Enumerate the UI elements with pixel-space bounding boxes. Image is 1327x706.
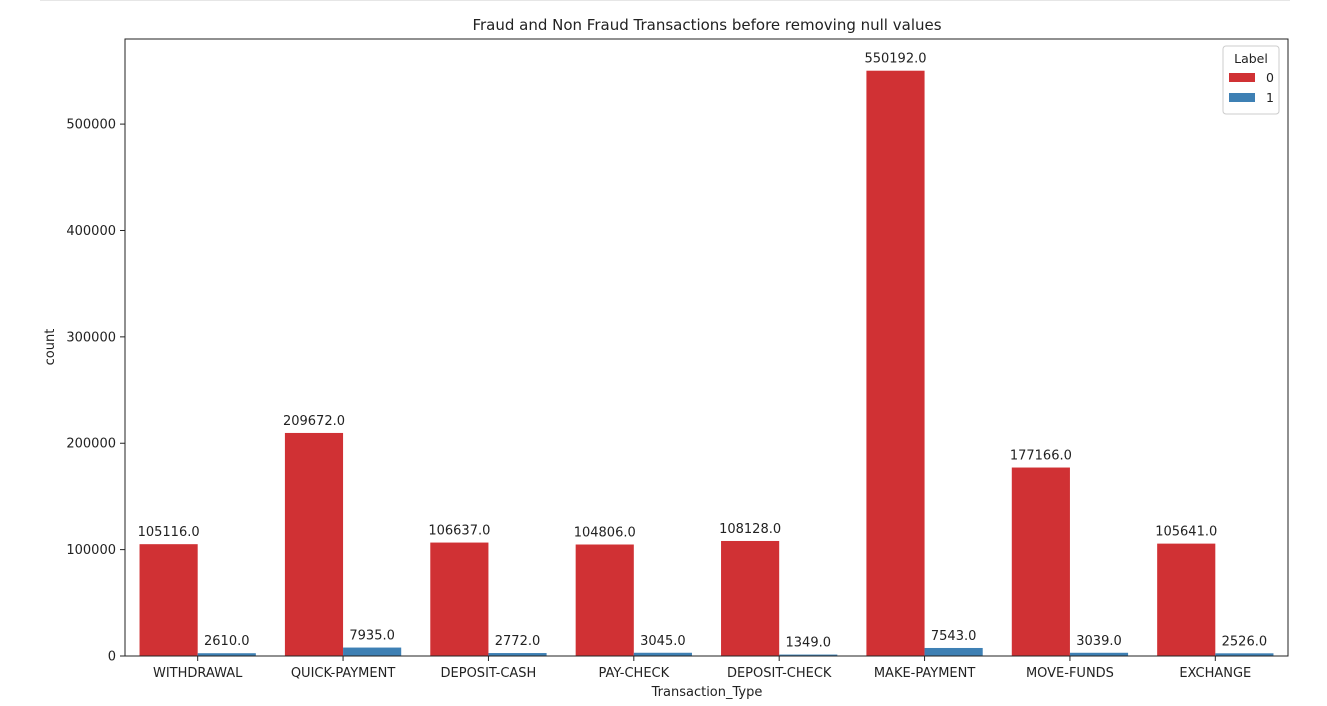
bar-exchange-label-0 — [1157, 543, 1216, 656]
x-tick-label: MOVE-FUNDS — [1026, 666, 1114, 681]
x-tick-label: WITHDRAWAL — [153, 666, 243, 681]
data-label-deposit-cash-label-0: 106637.0 — [428, 524, 490, 539]
x-tick-label: EXCHANGE — [1179, 666, 1251, 681]
bar-deposit-cash-label-0 — [430, 542, 489, 656]
bar-withdrawal-label-0 — [139, 544, 198, 656]
data-label-pay-check-label-0: 104806.0 — [574, 526, 636, 541]
legend-swatch-0 — [1229, 73, 1255, 82]
bar-move-funds-label-0 — [1011, 467, 1070, 656]
y-tick-label: 0 — [108, 650, 116, 665]
chart-title: Fraud and Non Fraud Transactions before … — [472, 16, 941, 34]
data-label-deposit-check-label-0: 108128.0 — [719, 522, 781, 537]
y-tick-label: 200000 — [66, 437, 116, 452]
bar-make-payment-label-1 — [924, 647, 983, 656]
y-axis: 0 100000 200000 300000 400000 500000 — [66, 118, 125, 665]
bar-make-payment-label-0 — [866, 70, 925, 657]
x-axis: WITHDRAWAL QUICK-PAYMENT DEPOSIT-CASH PAY-C… — [153, 656, 1251, 681]
data-label-exchange-label-0: 105641.0 — [1155, 525, 1217, 540]
data-label-quick-payment-label-0: 209672.0 — [283, 414, 345, 429]
x-axis-label: Transaction_Type — [651, 685, 763, 700]
data-label-make-payment-label-1: 7543.0 — [931, 629, 977, 644]
bar-quick-payment-label-0 — [284, 432, 344, 656]
data-labels-layer: 105116.0 209672.0 106637.0 104806.0 108128.0… — [138, 52, 1268, 651]
y-tick-label: 400000 — [66, 224, 116, 239]
data-label-quick-payment-label-1: 7935.0 — [349, 629, 395, 644]
data-label-deposit-cash-label-1: 2772.0 — [495, 634, 541, 649]
data-label-deposit-check-label-1: 1349.0 — [786, 636, 832, 651]
legend: Label 0 1 — [1222, 45, 1280, 115]
legend-label-0: 0 — [1266, 70, 1274, 85]
data-label-withdrawal-label-1: 2610.0 — [204, 634, 250, 649]
legend-swatch-1 — [1229, 93, 1255, 102]
x-tick-label: QUICK-PAYMENT — [291, 666, 395, 681]
x-tick-label: DEPOSIT-CHECK — [727, 666, 832, 681]
data-label-move-funds-label-1: 3039.0 — [1076, 634, 1122, 649]
bar-deposit-check-label-0 — [721, 540, 780, 656]
bar-withdrawal-label-1 — [197, 653, 256, 656]
bars-layer — [139, 70, 1274, 657]
data-label-withdrawal-label-0: 105116.0 — [138, 525, 200, 540]
bar-move-funds-label-1 — [1069, 652, 1129, 656]
bar-quick-payment-label-1 — [343, 647, 402, 656]
data-label-move-funds-label-0: 177166.0 — [1010, 449, 1072, 464]
x-tick-label: DEPOSIT-CASH — [441, 666, 537, 681]
x-tick-label: MAKE-PAYMENT — [874, 666, 976, 681]
y-tick-label: 300000 — [66, 330, 116, 345]
bar-pay-check-label-1 — [633, 652, 692, 656]
bar-exchange-label-1 — [1215, 653, 1274, 656]
bar-pay-check-label-0 — [575, 544, 634, 656]
data-label-exchange-label-1: 2526.0 — [1222, 634, 1268, 649]
bar-deposit-check-label-1 — [779, 654, 838, 656]
x-tick-label: PAY-CHECK — [598, 666, 669, 681]
bar-deposit-cash-label-1 — [488, 653, 547, 656]
y-tick-label: 100000 — [66, 543, 116, 558]
plot-frame — [124, 38, 1289, 657]
legend-title: Label — [1234, 51, 1268, 66]
data-label-make-payment-label-0: 550192.0 — [864, 52, 926, 67]
y-tick-label: 500000 — [66, 118, 116, 133]
top-divider — [40, 0, 1290, 1]
legend-label-1: 1 — [1266, 90, 1274, 105]
data-label-pay-check-label-1: 3045.0 — [640, 634, 686, 649]
y-axis-label: count — [43, 329, 58, 366]
